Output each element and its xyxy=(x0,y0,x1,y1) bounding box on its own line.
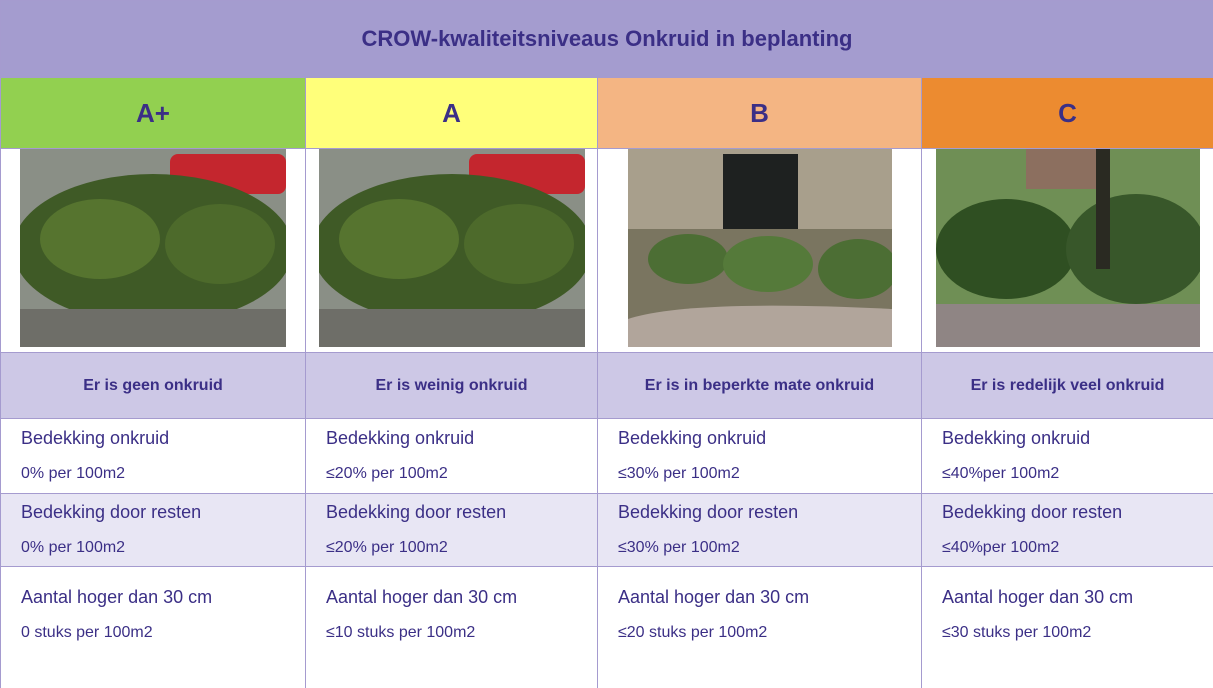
criteria-label: Bedekking door resten xyxy=(942,502,1123,522)
criteria-label: Bedekking onkruid xyxy=(618,428,767,448)
photo xyxy=(935,149,1206,347)
level-header: A+ xyxy=(0,77,306,149)
criteria-value: ≤10 stuks per 100m2 xyxy=(326,624,476,641)
criteria-cell: Aantal hoger dan 30 cm ≤20 stuks per 100m… xyxy=(597,566,922,688)
criteria-label: Bedekking onkruid xyxy=(21,428,170,448)
criteria-cell: Bedekking onkruid ≤30% per 100m2 xyxy=(597,418,922,494)
description: Er is geen onkruid xyxy=(0,352,306,419)
description: Er is redelijk veel onkruid xyxy=(920,352,1213,419)
criteria-cell: Aantal hoger dan 30 cm ≤10 stuks per 100m… xyxy=(305,566,598,688)
criteria-cell: Aantal hoger dan 30 cm ≤30 stuks per 100m… xyxy=(920,566,1213,688)
criteria-label: Aantal hoger dan 30 cm xyxy=(21,587,213,607)
criteria-value: ≤30% per 100m2 xyxy=(618,465,740,482)
criteria: Bedekking onkruid 0% per 100m2 Bedekking o… xyxy=(0,418,1213,688)
criteria-label: Aantal hoger dan 30 cm xyxy=(326,587,518,607)
criteria-value: ≤30% per 100m2 xyxy=(618,539,740,556)
level-header: A xyxy=(305,77,598,149)
criteria-value: 0% per 100m2 xyxy=(21,465,126,482)
criteria-cell: Aantal hoger dan 30 cm 0 stuks per 100m2 xyxy=(0,566,306,688)
table-title: CROW-kwaliteitsniveaus Onkruid in beplan… xyxy=(0,0,1213,78)
criteria-value: ≤40%per 100m2 xyxy=(942,539,1060,556)
criteria-cell: Bedekking door resten ≤20% per 100m2 xyxy=(305,493,598,567)
criteria-value: ≤20 stuks per 100m2 xyxy=(618,624,768,641)
photo-cell xyxy=(597,148,922,353)
criteria-cell: Bedekking door resten ≤30% per 100m2 xyxy=(597,493,922,567)
criteria-label: Bedekking onkruid xyxy=(942,428,1091,448)
criteria-value: ≤20% per 100m2 xyxy=(326,465,448,482)
criteria-label: Bedekking door resten xyxy=(326,502,507,522)
photo-cell xyxy=(0,148,306,353)
criteria-cell: Bedekking door resten ≤40%per 100m2 xyxy=(920,493,1213,567)
description: Er is in beperkte mate onkruid xyxy=(597,352,922,419)
criteria-label: Aantal hoger dan 30 cm xyxy=(942,587,1134,607)
photo xyxy=(627,149,898,347)
criteria-value: ≤40%per 100m2 xyxy=(942,465,1060,482)
criteria-label: Bedekking onkruid xyxy=(326,428,475,448)
level-header: C xyxy=(920,77,1213,149)
criteria-row: Bedekking door resten 0% per 100m2 Bedekki… xyxy=(0,493,1213,567)
photo xyxy=(311,149,592,347)
criteria-value: ≤30 stuks per 100m2 xyxy=(942,624,1092,641)
criteria-cell: Bedekking onkruid ≤20% per 100m2 xyxy=(305,418,598,494)
criteria-label: Aantal hoger dan 30 cm xyxy=(618,587,810,607)
criteria-label: Bedekking door resten xyxy=(21,502,202,522)
photo xyxy=(13,149,293,347)
level-header: B xyxy=(597,77,922,149)
photo-cell xyxy=(305,148,598,353)
criteria-row: Bedekking onkruid 0% per 100m2 Bedekking o… xyxy=(0,418,1213,494)
criteria-row: Aantal hoger dan 30 cm 0 stuks per 100m2 A… xyxy=(0,566,1213,688)
criteria-label: Bedekking door resten xyxy=(618,502,799,522)
criteria-value: 0% per 100m2 xyxy=(21,539,126,556)
criteria-value: ≤20% per 100m2 xyxy=(326,539,448,556)
criteria-cell: Bedekking door resten 0% per 100m2 xyxy=(0,493,306,567)
criteria-cell: Bedekking onkruid 0% per 100m2 xyxy=(0,418,306,494)
criteria-cell: Bedekking onkruid ≤40%per 100m2 xyxy=(920,418,1213,494)
photo-cell xyxy=(920,148,1213,353)
description: Er is weinig onkruid xyxy=(305,352,598,419)
criteria-value: 0 stuks per 100m2 xyxy=(21,624,153,641)
